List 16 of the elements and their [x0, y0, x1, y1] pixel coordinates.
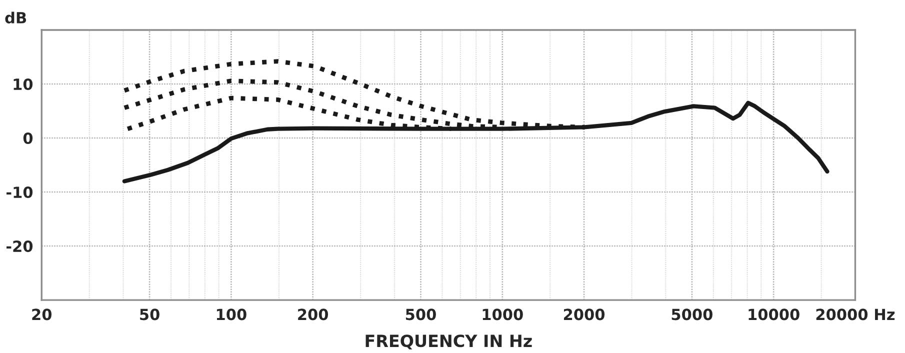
y-tick-label: 0 [23, 132, 33, 144]
x-tick-label: 50 [140, 308, 160, 320]
x-tick-label: 2000 [564, 308, 605, 320]
y-axis-title: dB [5, 12, 26, 24]
x-axis-title: FREQUENCY IN Hz [366, 334, 532, 350]
x-tick-label: 20 [32, 308, 52, 320]
x-tick-label: 100 [216, 308, 246, 320]
x-tick-label: 500 [406, 308, 436, 320]
x-tick-label: 5000 [672, 308, 712, 320]
y-tick-label: -10 [6, 186, 33, 198]
x-tick-label: 10000 [748, 308, 800, 320]
y-tick-label: -20 [6, 240, 33, 252]
x-tick-label: 200 [298, 308, 328, 320]
y-tick-label: 10 [14, 78, 33, 90]
x-tick-label: 20000 Hz [816, 308, 895, 320]
x-tick-label: 1000 [482, 308, 523, 320]
